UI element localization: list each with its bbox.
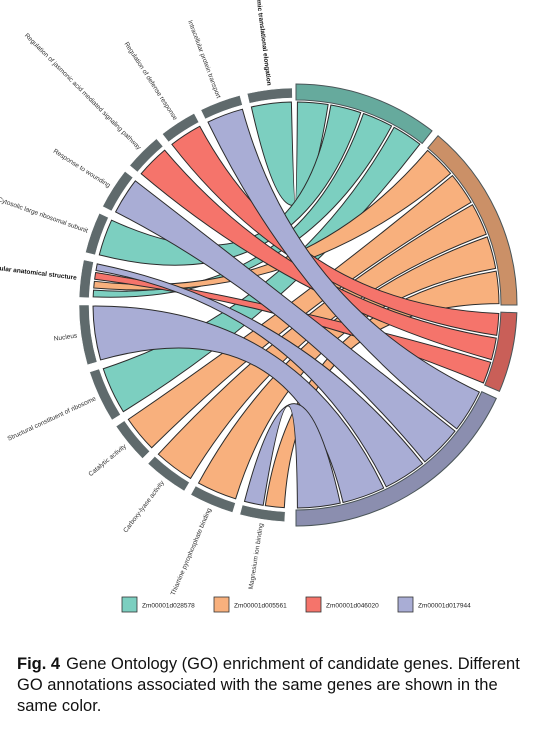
caption-text: Gene Ontology (GO) enrichment of candida… bbox=[17, 655, 520, 715]
gene-arc-zm00001d005561 bbox=[427, 134, 518, 306]
term-arc-magnesium-ion-binding bbox=[239, 504, 286, 522]
term-label-intracellular-protein-transport: Intracellular protein transport bbox=[186, 19, 222, 99]
term-label-structural-constituent-of-ribosome: Structural constituent of ribosome bbox=[7, 395, 98, 442]
term-arc-regulation-of-jasmonic-acid-mediated-signaling-pathway bbox=[129, 138, 164, 173]
gene-arc-zm00001d017944 bbox=[295, 390, 497, 527]
term-arc-intracellular-protein-transport bbox=[200, 95, 243, 120]
chord-zm00001d017944-nucleus bbox=[92, 305, 385, 504]
legend-label-zm00001d017944: Zm00001d017944 bbox=[418, 603, 471, 610]
term-label-response-to-wounding: Response to wounding bbox=[52, 148, 112, 190]
legend: Zm00001d028578 Zm00001d005561 Zm00001d0460… bbox=[121, 596, 471, 613]
figure-label: Fig. 4 bbox=[17, 655, 61, 673]
term-arc-catalytic-activity bbox=[115, 420, 150, 459]
gene-arc-zm00001d046020 bbox=[484, 311, 518, 393]
chord-zm00001d046020-intracellular-anatomical-structure bbox=[94, 271, 492, 384]
go-chord-diagram: Cytoplasmic translational elongation Intr… bbox=[0, 0, 518, 613]
term-arc-carboxy-lyase-activity bbox=[147, 456, 190, 492]
term-label-cytoplasmic-translational-elongation: Cytoplasmic translational elongation bbox=[252, 0, 273, 86]
chord-zm00001d046020-regulation-of-jasmonic-acid-mediated-signaling-pathway bbox=[140, 149, 497, 361]
term-arc-regulation-of-defense-response bbox=[162, 113, 200, 143]
gene-arcs bbox=[295, 83, 518, 527]
term-label-nucleus: Nucleus bbox=[53, 332, 78, 342]
figure-caption: Fig. 4 Gene Ontology (GO) enrichment of c… bbox=[17, 654, 522, 717]
term-arc-nucleus bbox=[78, 304, 98, 366]
chord-zm00001d046020-regulation-of-defense-response bbox=[171, 125, 500, 336]
term-arc-thiamine-pyrophosphate-binding bbox=[190, 485, 236, 513]
term-arc-structural-constituent-of-ribosome bbox=[89, 368, 121, 421]
chord-zm00001d017944-magnesium-ion-binding bbox=[243, 403, 341, 509]
term-arc-response-to-wounding bbox=[102, 171, 134, 212]
term-arc-cytosolic-large-ribosomal-subunit bbox=[85, 212, 109, 256]
term-label-cytosolic-large-ribosomal-subunit: Cytosolic large ribosomal subunit bbox=[0, 196, 89, 235]
legend-swatch-zm00001d005561 bbox=[213, 596, 230, 613]
gene-arc-zm00001d028578 bbox=[295, 83, 433, 145]
term-arc-intracellular-anatomical-structure bbox=[78, 259, 94, 299]
chord-links bbox=[92, 101, 500, 509]
term-label-magnesium-ion-binding: Magnesium ion binding bbox=[248, 522, 265, 589]
legend-label-zm00001d046020: Zm00001d046020 bbox=[326, 603, 379, 610]
term-label-catalytic-activity: Catalytic activity bbox=[87, 443, 128, 479]
term-arcs bbox=[78, 87, 293, 522]
legend-swatch-zm00001d046020 bbox=[305, 596, 322, 613]
term-label-regulation-of-jasmonic-acid-mediated-signaling-pathway: Regulation of jasmonic acid mediated sig… bbox=[23, 32, 143, 152]
term-label-carboxy-lyase-activity: Carboxy-lyase activity bbox=[122, 479, 166, 534]
legend-swatch-zm00001d017944 bbox=[397, 596, 414, 613]
legend-label-zm00001d005561: Zm00001d005561 bbox=[234, 603, 287, 610]
legend-label-zm00001d028578: Zm00001d028578 bbox=[142, 603, 195, 610]
term-arc-cytoplasmic-translational-elongation bbox=[246, 87, 293, 104]
chord-zm00001d017944-intracellular-protein-transport bbox=[207, 108, 481, 430]
legend-swatch-zm00001d028578 bbox=[121, 596, 138, 613]
term-label-regulation-of-defense-response: Regulation of defense response bbox=[123, 41, 179, 122]
chord-zm00001d017944-intracellular-anatomical-structure bbox=[95, 263, 424, 488]
term-label-thiamine-pyrophosphate-binding: Thiamine pyrophosphate binding bbox=[170, 507, 213, 597]
chord-zm00001d017944-response-to-wounding bbox=[114, 180, 456, 463]
term-label-intracellular-anatomical-structure: Intracellular anatomical structure bbox=[0, 262, 77, 281]
